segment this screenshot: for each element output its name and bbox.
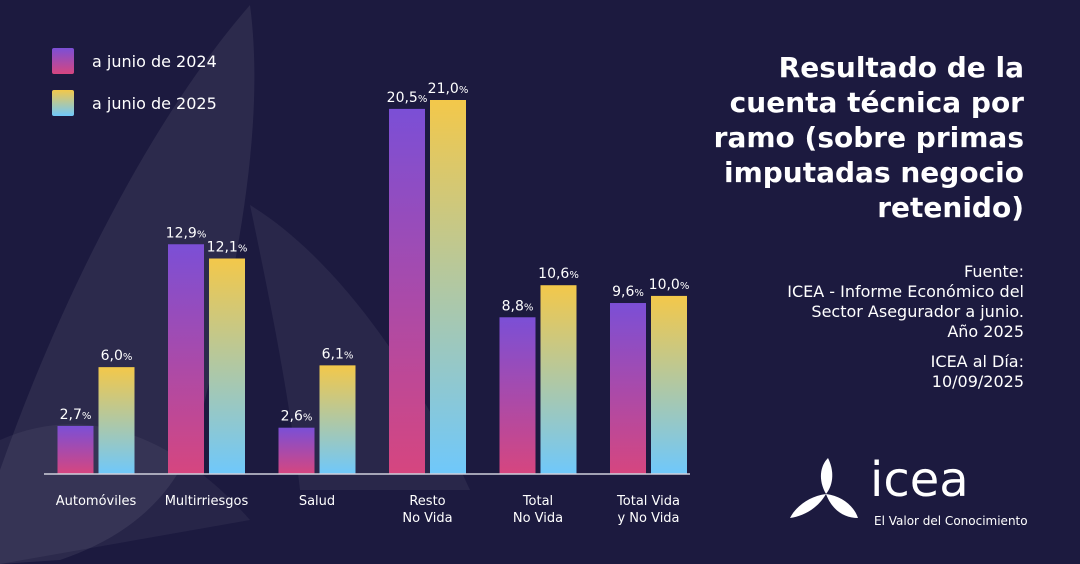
bar-2024 <box>278 427 315 474</box>
value-label-2024: 2,6% <box>281 409 313 425</box>
value-label-2024: 20,5% <box>387 90 428 106</box>
logo-wordmark: icea <box>870 452 969 508</box>
category-label: Multirriesgos <box>165 494 249 509</box>
category-label: Salud <box>299 494 335 509</box>
bar-2024 <box>499 317 536 474</box>
bar-2025 <box>430 100 466 474</box>
category-label: Automóviles <box>56 494 137 509</box>
legend-label-2024: a junio de 2024 <box>92 51 217 71</box>
title-line: retenido) <box>877 191 1024 224</box>
date-line: 10/09/2025 <box>931 372 1024 391</box>
date-line: ICEA al Día: <box>930 352 1024 371</box>
value-label-2024: 2,7% <box>60 407 92 423</box>
value-label-2025: 12,1% <box>207 240 248 256</box>
category-label: Total Vida <box>616 494 680 509</box>
bar-2024 <box>168 244 204 474</box>
value-label-2025: 6,0% <box>101 348 133 364</box>
title-line: ramo (sobre primas <box>713 121 1024 154</box>
source-line: Año 2025 <box>947 322 1024 341</box>
value-label-2025: 10,0% <box>649 277 690 293</box>
category-label: Total <box>522 494 553 509</box>
value-label-2025: 21,0% <box>428 81 469 97</box>
chart-title: Resultado de la cuenta técnica por ramo … <box>664 50 1024 225</box>
category-label: y No Vida <box>617 511 679 526</box>
source-line: Fuente: <box>964 262 1024 281</box>
legend-item-2025: a junio de 2025 <box>52 90 217 116</box>
title-line: imputadas negocio <box>723 156 1024 189</box>
source-line: Sector Asegurador a junio. <box>811 302 1024 321</box>
bar-2025 <box>319 365 356 474</box>
value-label-2025: 10,6% <box>538 266 579 282</box>
bar-2025 <box>98 367 135 474</box>
icea-logo: icea El Valor del Conocimiento <box>788 452 1038 532</box>
title-line: Resultado de la <box>778 51 1024 84</box>
bar-2025 <box>540 285 577 474</box>
category-label: No Vida <box>402 511 452 526</box>
source-note: Fuente: ICEA - Informe Económico del Sec… <box>724 262 1024 392</box>
value-label-2024: 9,6% <box>612 284 644 300</box>
bar-2024 <box>389 108 425 475</box>
value-label-2024: 8,8% <box>502 298 534 314</box>
category-label: Resto <box>409 494 445 509</box>
value-label-2025: 6,1% <box>322 346 354 362</box>
bar-2024 <box>610 303 646 474</box>
legend-swatch-2025 <box>52 90 74 116</box>
legend-label-2025: a junio de 2025 <box>92 93 217 113</box>
bar-2025 <box>209 258 245 474</box>
title-line: cuenta técnica por <box>729 86 1024 119</box>
bar-2024 <box>57 425 94 474</box>
category-label: No Vida <box>513 511 563 526</box>
icea-propeller-icon <box>790 458 858 518</box>
bar-2025 <box>651 295 687 474</box>
source-line: ICEA - Informe Económico del <box>787 282 1024 301</box>
legend-swatch-2024 <box>52 48 74 74</box>
value-label-2024: 12,9% <box>166 225 207 241</box>
legend-item-2024: a junio de 2024 <box>52 48 217 74</box>
logo-tagline: El Valor del Conocimiento <box>874 514 1028 528</box>
